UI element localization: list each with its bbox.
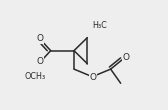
Text: O: O — [36, 34, 43, 43]
Text: H₃C: H₃C — [92, 21, 107, 30]
Text: OCH₃: OCH₃ — [24, 72, 45, 81]
Text: O: O — [122, 53, 129, 62]
Text: O: O — [90, 73, 97, 82]
Text: O: O — [36, 57, 43, 66]
